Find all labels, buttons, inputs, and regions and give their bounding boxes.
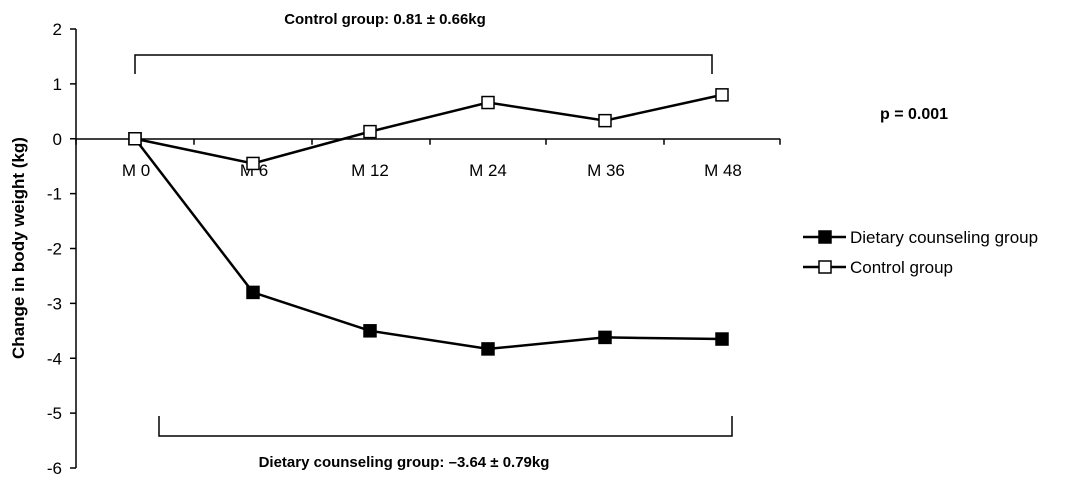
x-tick-label: M 24 <box>469 161 507 180</box>
y-tick-label: -6 <box>47 459 62 478</box>
y-tick-label: -5 <box>47 404 62 423</box>
legend-marker-control <box>818 260 832 274</box>
y-tick-label: -3 <box>47 294 62 313</box>
legend-marker-dietary <box>818 230 832 244</box>
y-ticks: 2 1 0 -1 -2 -3 -4 -5 -6 <box>47 20 76 478</box>
y-tick-label: 1 <box>53 75 62 94</box>
series-control-point <box>715 88 729 102</box>
x-tick-label: M 12 <box>351 161 389 180</box>
p-value-label: p = 0.001 <box>880 106 948 123</box>
legend: Dietary counseling group Control group <box>803 228 1038 277</box>
y-tick-label: -2 <box>47 240 62 259</box>
x-tick-label: M 48 <box>704 161 742 180</box>
series-dietary-point <box>246 285 260 300</box>
series-control-point <box>598 113 612 128</box>
series-dietary-point <box>598 330 612 345</box>
dietary-bracket-label: Dietary counseling group: –3.64 ± 0.79kg <box>259 454 550 471</box>
series-dietary-point <box>363 324 377 338</box>
x-tick-label: M 0 <box>122 161 150 180</box>
dietary-bracket <box>158 416 733 437</box>
series-layer <box>128 88 729 356</box>
series-control-line <box>134 93 723 165</box>
legend-entry-control: Control group <box>803 258 953 277</box>
y-tick-label: -1 <box>47 185 62 204</box>
series-dietary <box>128 132 729 356</box>
x-tick-label: M 36 <box>587 161 625 180</box>
y-tick-label: 2 <box>53 20 62 39</box>
series-dietary-point <box>481 342 495 356</box>
legend-label-dietary: Dietary counseling group <box>850 228 1038 247</box>
series-dietary-point <box>715 332 729 346</box>
control-bracket <box>134 54 713 74</box>
series-control-point <box>246 156 260 171</box>
control-bracket-label: Control group: 0.81 ± 0.66kg <box>284 11 486 28</box>
y-axis-label: Change in body weight (kg) <box>9 137 28 359</box>
legend-entry-dietary: Dietary counseling group <box>803 228 1038 247</box>
series-control-point <box>363 124 377 139</box>
y-tick-label: 0 <box>53 130 62 149</box>
series-control-point <box>481 95 495 110</box>
legend-label-control: Control group <box>850 258 953 277</box>
series-control-point <box>128 132 142 146</box>
series-dietary-line <box>134 137 723 351</box>
y-tick-label: -4 <box>47 349 62 368</box>
series-control <box>128 88 729 171</box>
